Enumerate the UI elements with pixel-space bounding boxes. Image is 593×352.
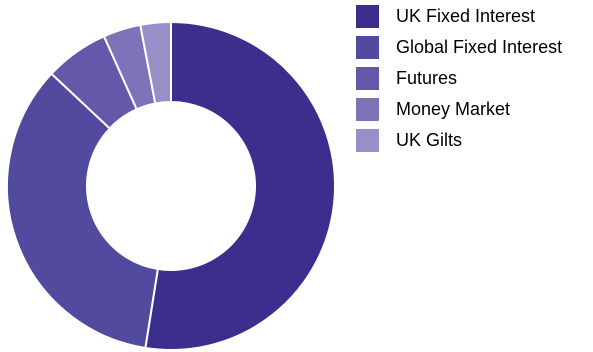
chart-legend: UK Fixed Interest Global Fixed Interest Fu… [356, 4, 562, 159]
legend-label: Futures [396, 68, 458, 88]
legend-label: Global Fixed Interest [396, 37, 563, 57]
legend-label: UK Fixed Interest [396, 6, 536, 26]
slice-uk-fixed-interest [144, 20, 336, 351]
legend-swatch [356, 36, 379, 59]
legend-swatch [356, 98, 379, 121]
legend-item: Money Market [356, 97, 562, 122]
legend-item: UK Gilts [356, 128, 562, 153]
legend-item: UK Fixed Interest [356, 4, 562, 29]
legend-swatch [356, 67, 379, 90]
legend-swatch [356, 129, 379, 152]
legend-swatch [356, 5, 379, 28]
slice-uk-gilts [139, 20, 172, 105]
legend-item: Futures [356, 66, 562, 91]
legend-label: Money Market [396, 99, 511, 119]
legend-item: Global Fixed Interest [356, 35, 562, 60]
legend-label: UK Gilts [396, 130, 463, 150]
slice-global-fixed-interest [6, 72, 160, 350]
donut-slices [6, 20, 336, 351]
